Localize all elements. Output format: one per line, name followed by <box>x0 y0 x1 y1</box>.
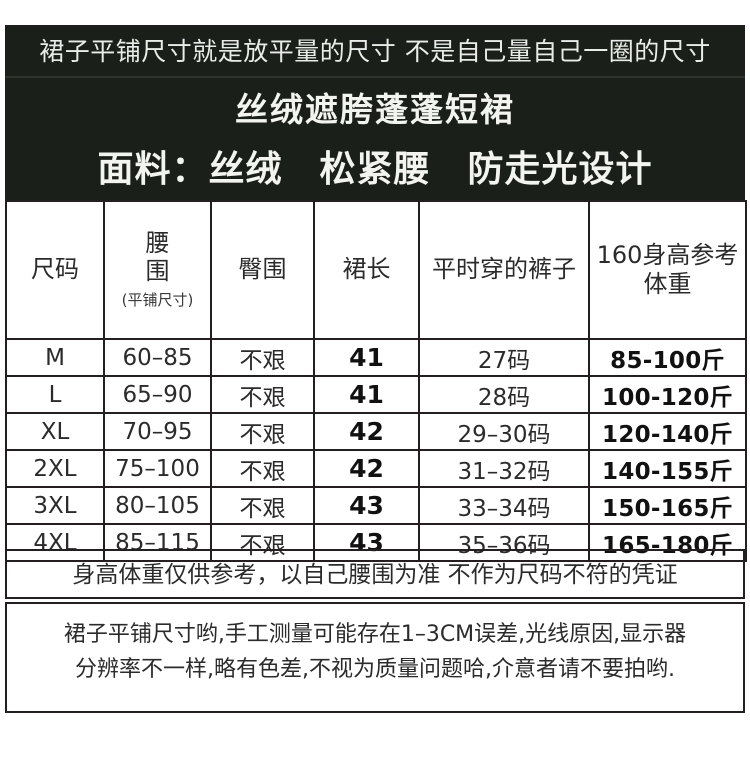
cell-waist: 80–105 <box>103 486 212 525</box>
reference-note: 身高体重仅供参考，以自己腰围为准 不作为尺码不符的凭证 <box>5 549 745 599</box>
table-row: M 60–85 不艰 41 27码 85-100斤 <box>5 338 747 377</box>
cell-hip: 不艰 <box>210 375 315 414</box>
cell-weight: 85-100斤 <box>588 338 747 377</box>
disclaimer-line-1: 裙子平铺尺寸哟,手工测量可能存在1–3CM误差,光线原因,显示器 <box>63 622 687 647</box>
cell-size: XL <box>5 412 105 451</box>
cell-waist: 70–95 <box>103 412 212 451</box>
cell-pants: 29–30码 <box>418 412 590 451</box>
header-cell-hip: 臀围 <box>210 200 315 340</box>
product-banner: 裙子平铺尺寸就是放平量的尺寸 不是自己量自己一圈的尺寸 丝绒遮胯蓬蓬短裙 面料：… <box>5 25 745 200</box>
header-label-size: 尺码 <box>31 255 79 284</box>
cell-waist: 85–115 <box>103 523 212 562</box>
table-row: 3XL 80–105 不艰 43 33–34码 150-165斤 <box>5 486 747 525</box>
product-features-line: 面料：丝绒 松紧腰 防走光设计 <box>97 148 653 190</box>
table-header-row: 尺码 腰 围 (平铺尺寸) 臀围 裙长 平时穿的裤子 160身高参考体重 <box>5 200 747 340</box>
cell-hip: 不艰 <box>210 486 315 525</box>
size-chart-table: 尺码 腰 围 (平铺尺寸) 臀围 裙长 平时穿的裤子 160身高参考体重 <box>5 200 747 562</box>
cell-weight: 165-180斤 <box>588 523 747 562</box>
cell-weight: 140-155斤 <box>588 449 747 488</box>
cell-hip: 不艰 <box>210 449 315 488</box>
cell-waist: 75–100 <box>103 449 212 488</box>
cell-hip: 不艰 <box>210 412 315 451</box>
cell-waist: 65–90 <box>103 375 212 414</box>
cell-pants: 28码 <box>418 375 590 414</box>
cell-weight: 100-120斤 <box>588 375 747 414</box>
cell-size: M <box>5 338 105 377</box>
cell-size: L <box>5 375 105 414</box>
disclaimer-line-2: 分辨率不一样,略有色差,不视为质量问题哈,介意者请不要拍哟. <box>75 656 675 682</box>
cell-length: 42 <box>313 412 420 451</box>
table-row: L 65–90 不艰 41 28码 100-120斤 <box>5 375 747 414</box>
measurement-disclaimer: 裙子平铺尺寸哟,手工测量可能存在1–3CM误差,光线原因,显示器 分辨率不一样,… <box>5 602 745 713</box>
cell-length: 41 <box>313 338 420 377</box>
table-row: 2XL 75–100 不艰 42 31–32码 140-155斤 <box>5 449 747 488</box>
header-label-waist: 腰 围 <box>145 228 184 285</box>
header-cell-size: 尺码 <box>5 200 105 340</box>
cell-waist: 60–85 <box>103 338 212 377</box>
header-cell-waist: 腰 围 (平铺尺寸) <box>103 200 212 340</box>
cell-size: 3XL <box>5 486 105 525</box>
header-label-pants: 平时穿的裤子 <box>432 255 576 284</box>
cell-hip: 不艰 <box>210 338 315 377</box>
cell-size: 2XL <box>5 449 105 488</box>
product-title: 丝绒遮胯蓬蓬短裙 <box>235 90 515 129</box>
cell-pants: 35–36码 <box>418 523 590 562</box>
header-cell-pants: 平时穿的裤子 <box>418 200 590 340</box>
cell-length: 41 <box>313 375 420 414</box>
header-label-length: 裙长 <box>342 255 391 284</box>
cell-weight: 150-165斤 <box>588 486 747 525</box>
cell-size: 4XL <box>5 523 105 562</box>
cell-pants: 33–34码 <box>418 486 590 525</box>
header-note-waist-flat: (平铺尺寸) <box>121 291 194 310</box>
measurement-instruction-line: 裙子平铺尺寸就是放平量的尺寸 不是自己量自己一圈的尺寸 <box>5 25 745 78</box>
header-cell-length: 裙长 <box>313 200 420 340</box>
header-label-hip: 臀围 <box>238 255 287 284</box>
cell-length: 42 <box>313 449 420 488</box>
table-row: 4XL 85–115 不艰 43 35–36码 165-180斤 <box>5 523 747 562</box>
table-row: XL 70–95 不艰 42 29–30码 120-140斤 <box>5 412 747 451</box>
cell-pants: 27码 <box>418 338 590 377</box>
cell-length: 43 <box>313 523 420 562</box>
table-body: M 60–85 不艰 41 27码 85-100斤 L 65–90 不艰 41 … <box>5 338 747 562</box>
cell-weight: 120-140斤 <box>588 412 747 451</box>
cell-hip: 不艰 <box>210 523 315 562</box>
cell-length: 43 <box>313 486 420 525</box>
cell-pants: 31–32码 <box>418 449 590 488</box>
header-label-weight: 160身高参考体重 <box>596 240 739 298</box>
header-cell-weight: 160身高参考体重 <box>588 200 747 340</box>
